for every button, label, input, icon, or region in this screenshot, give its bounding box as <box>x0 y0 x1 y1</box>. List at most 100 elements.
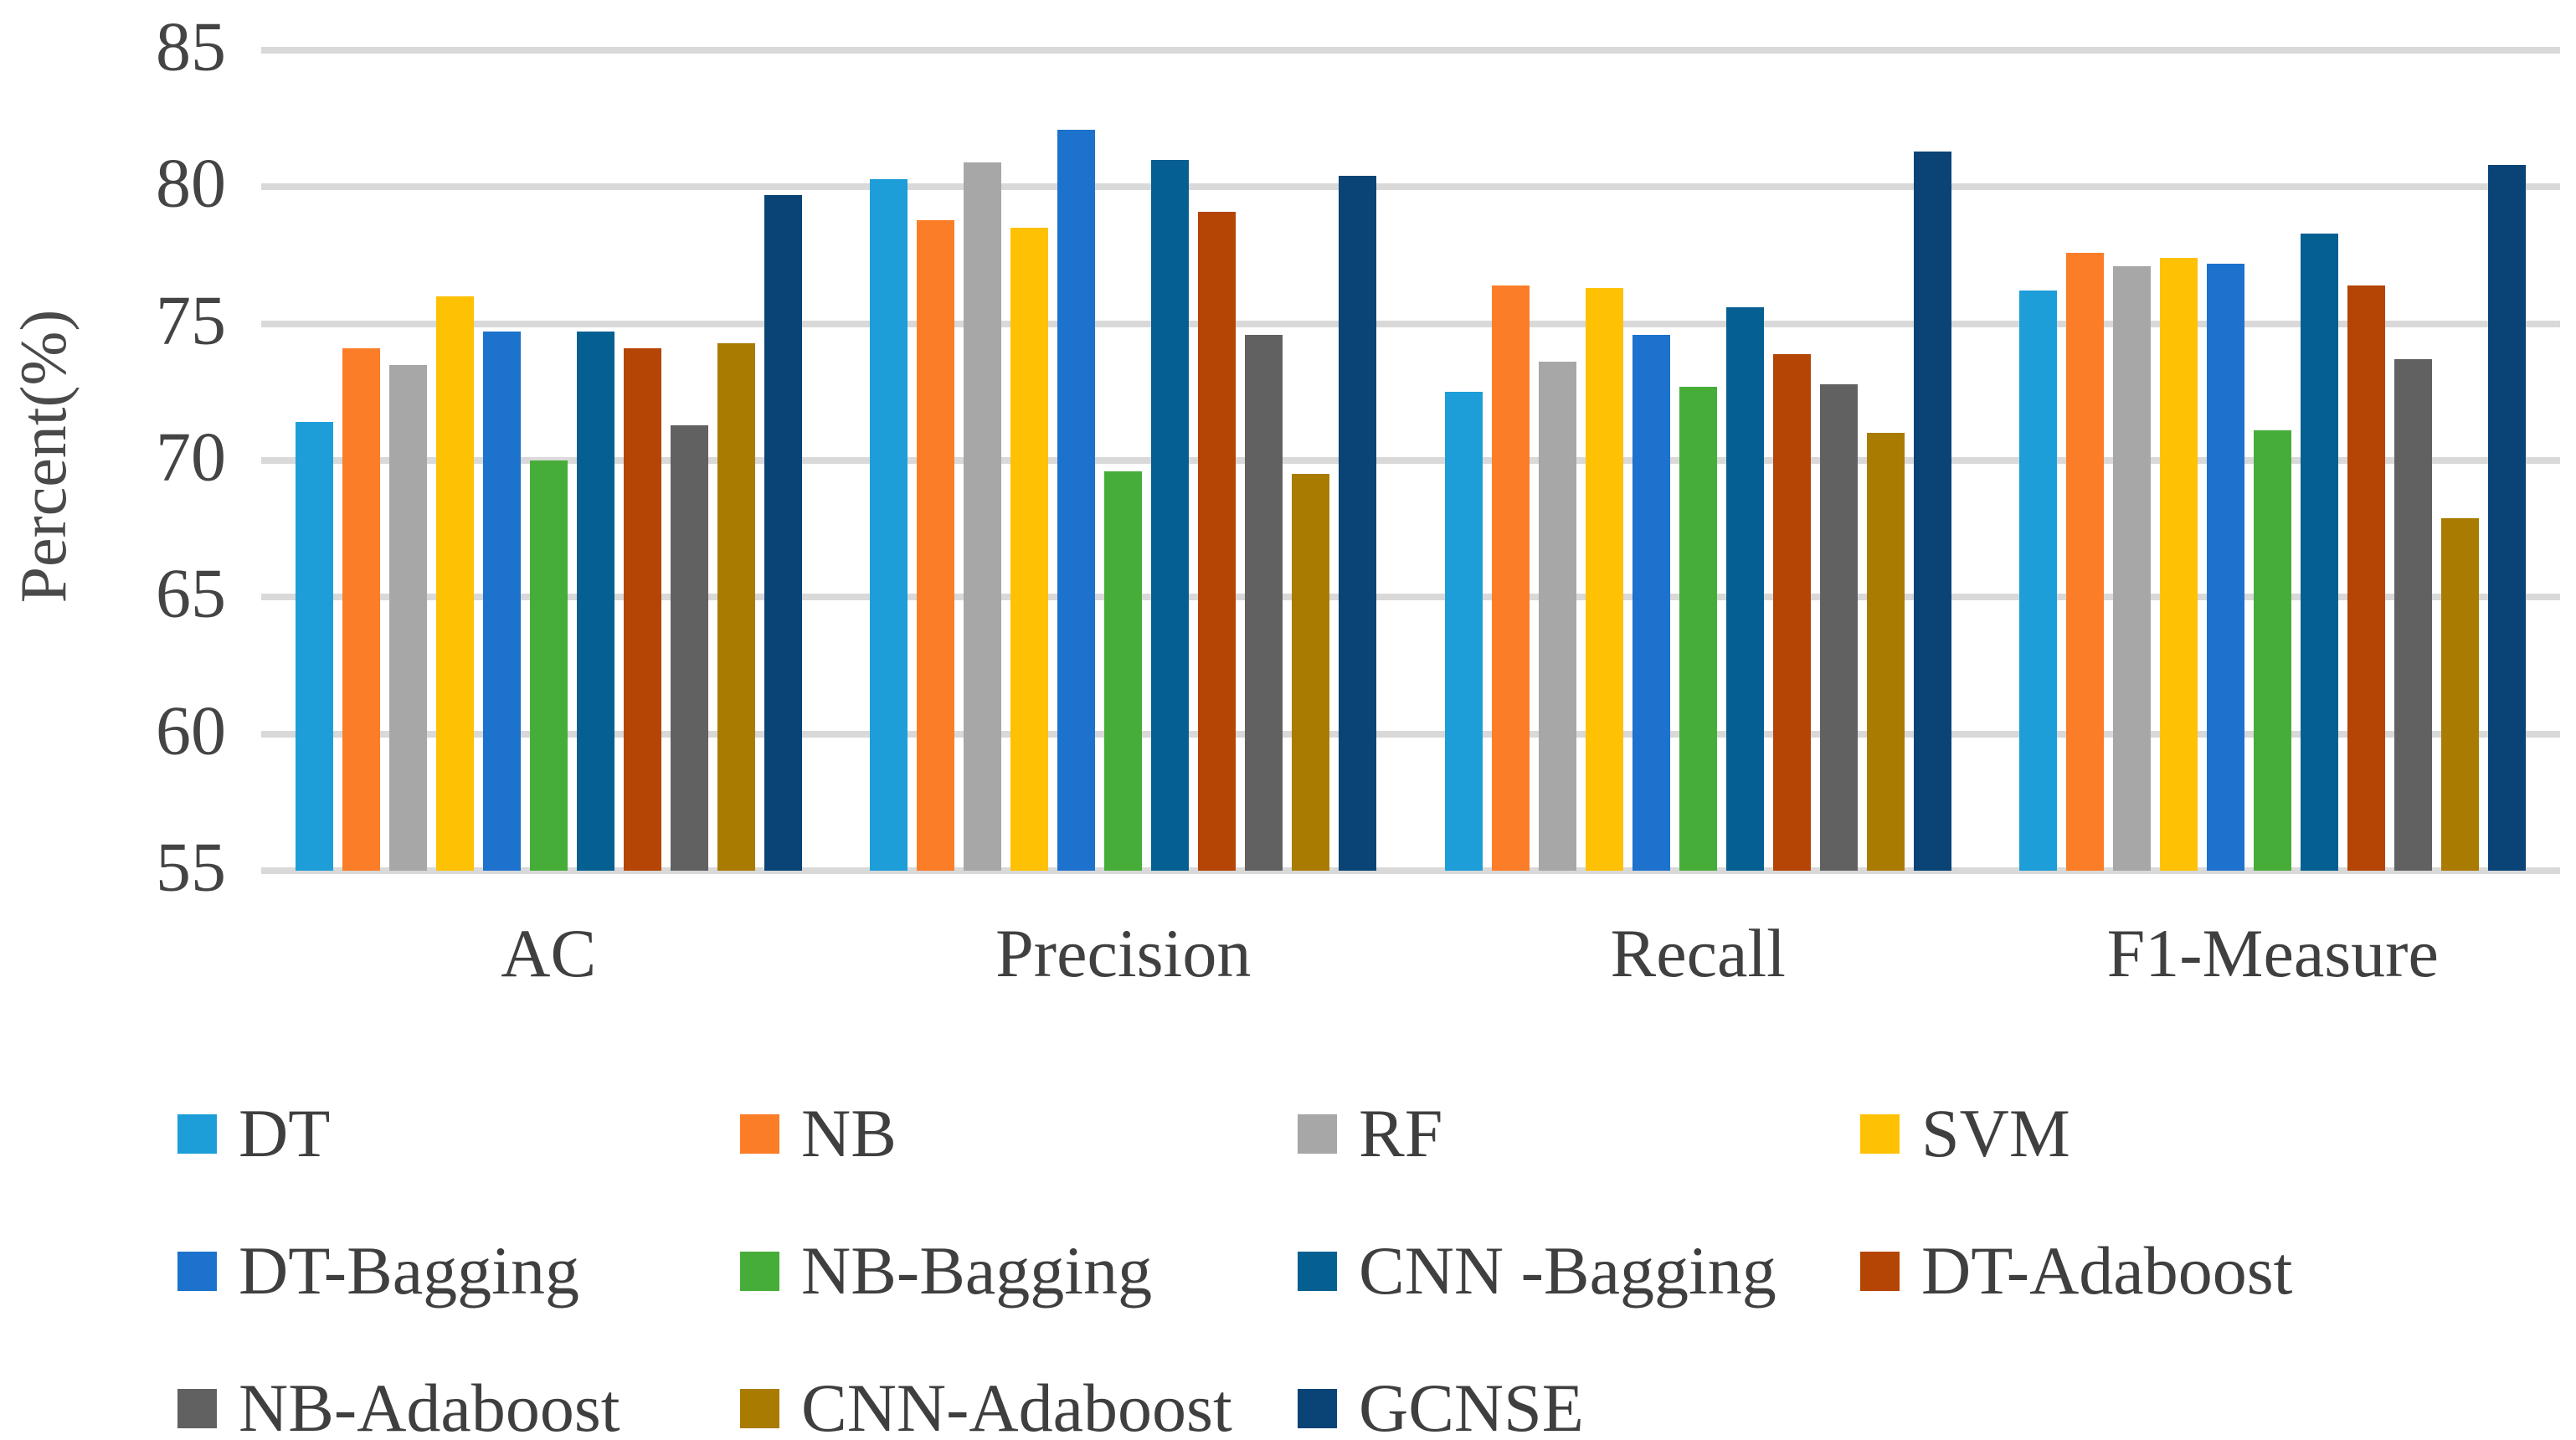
bar-gcnse-recall <box>1913 151 1951 871</box>
legend-label-dt-bagging: DT-Bagging <box>239 1232 579 1309</box>
gridline-80 <box>261 183 2560 191</box>
bar-dt-recall <box>1444 392 1483 871</box>
x-axis-label-ac: AC <box>501 915 597 991</box>
bar-cnn-adaboost-precision <box>1292 474 1330 871</box>
bar-nb-bagging-precision <box>1104 471 1143 871</box>
y-tick-label: 70 <box>156 418 226 496</box>
y-tick-label: 85 <box>156 8 226 86</box>
bar-nb-precision <box>917 219 955 871</box>
gridline-85 <box>261 47 2560 54</box>
bar-nb-bagging-ac <box>529 460 568 871</box>
legend-swatch-nb-bagging <box>740 1251 779 1291</box>
bar-nb-bagging-recall <box>1679 386 1717 871</box>
legend-item-cnn-adaboost: CNN-Adaboost <box>740 1374 1232 1440</box>
bar-cnn-bagging-f1-measure <box>2301 233 2339 871</box>
legend-swatch-cnn-adaboost <box>740 1388 779 1428</box>
bar-svm-ac <box>435 296 474 871</box>
gridline-55 <box>261 867 2560 874</box>
legend-swatch-dt <box>177 1113 217 1154</box>
legend-label-svm: SVM <box>1921 1095 2070 1171</box>
legend-item-nb: NB <box>740 1099 897 1168</box>
bar-cnn-bagging-precision <box>1151 159 1190 871</box>
bar-nb-ac <box>342 348 380 871</box>
legend-item-nb-bagging: NB-Bagging <box>740 1237 1152 1305</box>
bar-group-f1-measure <box>1986 50 2561 871</box>
legend-label-cnn-adaboost: CNN-Adaboost <box>801 1370 1232 1440</box>
bar-nb-adaboost-precision <box>1245 334 1283 871</box>
legend-label-nb-bagging: NB-Bagging <box>801 1232 1153 1309</box>
bar-gcnse-precision <box>1339 176 1377 871</box>
legend-item-svm: SVM <box>1860 1099 2070 1168</box>
bar-dt-f1-measure <box>2019 291 2058 871</box>
bar-dt-ac <box>295 422 333 871</box>
legend-label-cnn-bagging: CNN -Bagging <box>1359 1232 1776 1309</box>
legend-item-nb-adaboost: NB-Adaboost <box>177 1374 620 1440</box>
y-tick-label: 75 <box>156 281 226 360</box>
bar-nb-adaboost-ac <box>670 424 708 871</box>
bar-group-recall <box>1411 50 1986 871</box>
legend-label-gcnse: GCNSE <box>1359 1370 1584 1440</box>
legend-item-dt: DT <box>177 1099 330 1168</box>
legend-label-nb-adaboost: NB-Adaboost <box>239 1370 620 1440</box>
x-axis-label-f1-measure: F1-Measure <box>2106 915 2439 991</box>
bar-group-precision <box>836 50 1411 871</box>
legend-swatch-cnn-bagging <box>1298 1251 1337 1291</box>
legend-item-cnn-bagging: CNN -Bagging <box>1298 1237 1776 1305</box>
gridline-65 <box>261 594 2560 601</box>
legend-swatch-svm <box>1860 1113 1900 1154</box>
bar-svm-recall <box>1585 288 1623 871</box>
bar-dt-bagging-f1-measure <box>2207 263 2245 871</box>
x-axis-label-precision: Precision <box>995 915 1252 991</box>
legend-label-dt: DT <box>239 1095 331 1171</box>
bar-nb-f1-measure <box>2066 252 2105 871</box>
bar-dt-precision <box>870 178 908 871</box>
bar-cnn-bagging-recall <box>1725 307 1764 871</box>
bar-rf-recall <box>1538 362 1576 871</box>
gridline-75 <box>261 320 2560 327</box>
legend-label-nb: NB <box>801 1095 897 1171</box>
legend-swatch-nb <box>740 1113 779 1154</box>
bar-cnn-adaboost-f1-measure <box>2441 517 2480 871</box>
bar-rf-ac <box>388 364 427 871</box>
legend-item-gcnse: GCNSE <box>1298 1374 1584 1440</box>
y-tick-label: 65 <box>156 554 226 633</box>
bar-nb-adaboost-recall <box>1819 383 1858 871</box>
bar-dt-bagging-recall <box>1632 334 1670 871</box>
legend-swatch-gcnse <box>1298 1388 1337 1428</box>
bar-rf-f1-measure <box>2113 266 2152 871</box>
bar-gcnse-f1-measure <box>2488 165 2527 871</box>
bar-nb-bagging-f1-measure <box>2254 430 2292 871</box>
y-tick-label: 60 <box>156 692 226 770</box>
bar-nb-adaboost-f1-measure <box>2394 359 2433 871</box>
bar-dt-adaboost-ac <box>623 348 661 871</box>
bar-nb-recall <box>1491 285 1530 871</box>
bar-dt-adaboost-f1-measure <box>2347 285 2386 871</box>
legend-item-dt-adaboost: DT-Adaboost <box>1860 1237 2292 1305</box>
bar-dt-adaboost-recall <box>1772 353 1811 871</box>
bar-cnn-adaboost-recall <box>1866 433 1905 871</box>
legend-item-rf: RF <box>1298 1099 1442 1168</box>
bar-group-ac <box>261 50 836 871</box>
bar-dt-bagging-precision <box>1057 129 1096 871</box>
bar-cnn-adaboost-ac <box>717 342 755 871</box>
legend-swatch-dt-adaboost <box>1860 1251 1900 1291</box>
gridline-60 <box>261 730 2560 738</box>
y-tick-label: 55 <box>156 828 226 907</box>
bar-cnn-bagging-ac <box>576 332 614 871</box>
gridline-70 <box>261 457 2560 464</box>
y-tick-label: 80 <box>156 144 226 223</box>
legend-item-dt-bagging: DT-Bagging <box>177 1237 579 1305</box>
bar-dt-adaboost-precision <box>1198 211 1237 871</box>
bar-dt-bagging-ac <box>482 332 521 871</box>
legend-label-rf: RF <box>1359 1095 1443 1171</box>
legend-swatch-nb-adaboost <box>177 1388 217 1428</box>
legend-swatch-dt-bagging <box>177 1251 217 1291</box>
legend-swatch-rf <box>1298 1113 1337 1154</box>
x-axis-label-recall: Recall <box>1610 915 1786 991</box>
bar-gcnse-ac <box>764 195 802 871</box>
bar-svm-precision <box>1010 228 1049 871</box>
bar-rf-precision <box>964 162 1002 871</box>
bar-svm-f1-measure <box>2160 258 2198 871</box>
legend-label-dt-adaboost: DT-Adaboost <box>1921 1232 2293 1309</box>
